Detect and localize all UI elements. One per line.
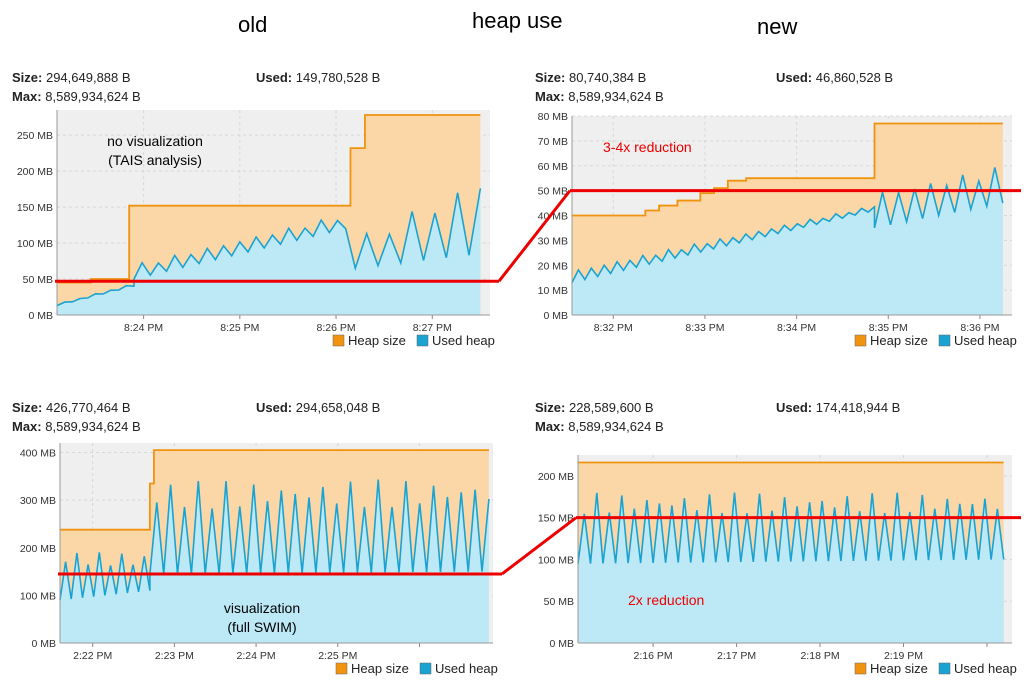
legend-label: Heap size (351, 661, 409, 676)
y-tick-label: 300 MB (20, 495, 56, 507)
legend-label: Used heap (432, 333, 495, 348)
new-label: new (757, 14, 798, 39)
size-stat: Size: 228,589,600 B (535, 400, 654, 415)
legend-label: Heap size (870, 661, 928, 676)
legend-label: Heap size (348, 333, 406, 348)
x-tick-label: 2:19 PM (884, 650, 923, 662)
annotation-text: 3-4x reduction (603, 139, 692, 155)
size-stat: Size: 426,770,464 B (12, 400, 131, 415)
x-tick-label: 8:36 PM (960, 322, 999, 334)
y-tick-label: 0 MB (543, 310, 568, 322)
x-tick-label: 2:25 PM (318, 650, 357, 662)
x-tick-label: 8:34 PM (777, 322, 816, 334)
heap-size-line (572, 122, 1003, 217)
max-stat: Max: 8,589,934,624 B (535, 89, 664, 104)
x-tick-label: 8:26 PM (316, 322, 355, 334)
y-tick-label: 100 MB (20, 590, 56, 602)
y-tick-label: 200 MB (17, 166, 53, 178)
y-tick-label: 400 MB (20, 448, 56, 460)
heap-size-line (60, 449, 489, 531)
y-tick-label: 200 MB (538, 471, 574, 483)
y-tick-label: 150 MB (538, 513, 574, 525)
heap-chart-2: 0 MB 100 MB 200 MB 300 MB 400 MB 2:22 PM 2:23 … (20, 443, 502, 676)
y-tick-label: 80 MB (538, 111, 568, 123)
y-tick-label: 250 MB (17, 130, 53, 142)
legend-used-heap-swatch (416, 334, 429, 347)
y-tick-label: 200 MB (20, 543, 56, 555)
legend-used-heap-swatch (938, 662, 951, 675)
legend-label: Used heap (435, 661, 498, 676)
y-tick-label: 150 MB (17, 202, 53, 214)
max-stat: Max: 8,589,934,624 B (535, 419, 664, 434)
heap-chart-3: 0 MB 50 MB 100 MB 150 MB 200 MB 2:16 PM 2:17 P… (538, 455, 1021, 676)
old-label: old (238, 12, 268, 37)
legend-used-heap-swatch (938, 334, 951, 347)
y-tick-label: 0 MB (31, 638, 56, 650)
legend-heap-size-swatch (854, 662, 867, 675)
annotation-text: visualization (224, 600, 300, 616)
y-tick-label: 100 MB (538, 554, 574, 566)
max-stat: Max: 8,589,934,624 B (12, 419, 141, 434)
y-tick-label: 0 MB (28, 310, 53, 322)
size-stat: Size: 80,740,384 B (535, 70, 647, 85)
x-tick-label: 8:35 PM (869, 322, 908, 334)
used-heap-line (577, 492, 1005, 564)
legend-heap-size-swatch (335, 662, 348, 675)
x-tick-label: 8:33 PM (685, 322, 724, 334)
used-heap-line (56, 188, 482, 307)
legend-heap-size-swatch (854, 334, 867, 347)
annotation-text: (full SWIM) (227, 619, 296, 635)
used-heap-line (571, 167, 1004, 284)
y-tick-label: 50 MB (23, 274, 53, 286)
x-tick-label: 2:16 PM (634, 650, 673, 662)
heap-chart-0: 0 MB 50 MB 100 MB 150 MB 200 MB 250 MB 8:24 PM… (17, 110, 499, 348)
x-tick-label: 2:17 PM (717, 650, 756, 662)
y-tick-label: 60 MB (538, 161, 568, 173)
legend-label: Used heap (954, 661, 1017, 676)
heap-chart-1: 0 MB 10 MB 20 MB 30 MB 40 MB 50 MB 60 MB 70 MB 8… (538, 111, 1021, 348)
y-tick-label: 20 MB (538, 260, 568, 272)
used-stat: Used: 294,658,048 B (256, 400, 381, 415)
used-heap-area (57, 188, 481, 315)
y-tick-label: 70 MB (538, 136, 568, 148)
x-tick-label: 8:27 PM (413, 322, 452, 334)
legend-label: Heap size (870, 333, 928, 348)
annotation-text: 2x reduction (628, 592, 704, 608)
x-tick-label: 2:23 PM (155, 650, 194, 662)
y-tick-label: 100 MB (17, 238, 53, 250)
annotation-text: no visualization (107, 133, 203, 149)
y-tick-label: 0 MB (549, 638, 574, 650)
used-stat: Used: 46,860,528 B (776, 70, 894, 85)
y-tick-label: 40 MB (538, 211, 568, 223)
x-tick-label: 8:25 PM (220, 322, 259, 334)
used-heap-area (572, 167, 1003, 315)
used-heap-area (60, 479, 489, 643)
connector-line (497, 189, 572, 283)
x-tick-label: 2:22 PM (73, 650, 112, 662)
y-tick-label: 10 MB (538, 285, 568, 297)
connector-line (501, 516, 577, 576)
annotation-text: (TAIS analysis) (108, 152, 202, 168)
used-heap-area (578, 492, 1004, 643)
size-stat: Size: 294,649,888 B (12, 70, 131, 85)
max-stat: Max: 8,589,934,624 B (12, 89, 141, 104)
y-tick-label: 50 MB (538, 186, 568, 198)
y-tick-label: 30 MB (538, 235, 568, 247)
x-tick-label: 8:24 PM (124, 322, 163, 334)
used-stat: Used: 149,780,528 B (256, 70, 381, 85)
legend-label: Used heap (954, 333, 1017, 348)
x-tick-label: 2:18 PM (800, 650, 839, 662)
used-stat: Used: 174,418,944 B (776, 400, 901, 415)
legend-used-heap-swatch (419, 662, 432, 675)
x-tick-label: 2:24 PM (237, 650, 276, 662)
y-tick-label: 50 MB (544, 596, 574, 608)
page-title: heap use (472, 8, 563, 33)
legend-heap-size-swatch (332, 334, 345, 347)
x-tick-label: 8:32 PM (594, 322, 633, 334)
